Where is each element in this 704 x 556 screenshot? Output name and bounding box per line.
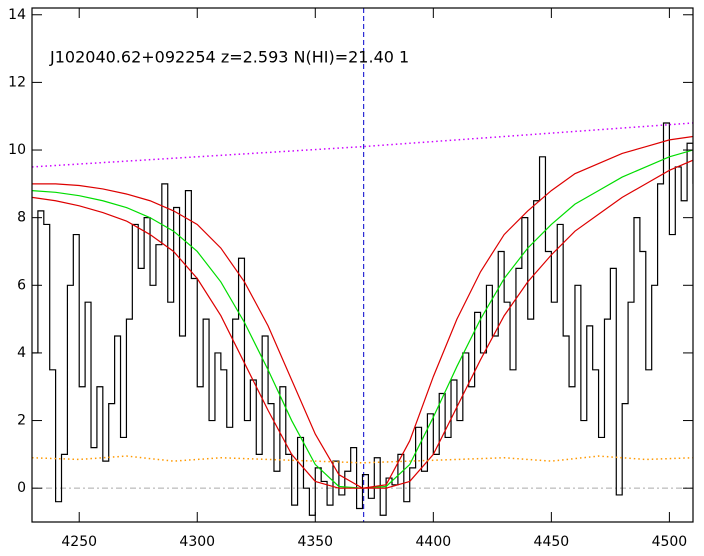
y-tick-label: 8 xyxy=(17,210,26,226)
spectrum xyxy=(32,122,693,516)
curve xyxy=(32,455,693,464)
y-tick-label: 0 xyxy=(17,480,26,496)
curve xyxy=(32,122,693,168)
x-tick-label: 4450 xyxy=(534,534,570,550)
x-tick-label: 4500 xyxy=(652,534,688,550)
plot-frame xyxy=(31,7,694,523)
y-tick-label: 10 xyxy=(8,142,26,158)
y-tick-label: 6 xyxy=(17,277,26,293)
x-tick-label: 4350 xyxy=(297,534,333,550)
x-tick-label: 4300 xyxy=(179,534,215,550)
curve xyxy=(32,135,693,489)
x-tick-label: 4250 xyxy=(61,534,97,550)
curve xyxy=(32,159,693,489)
y-tick-label: 14 xyxy=(8,7,26,23)
y-tick-label: 2 xyxy=(17,413,26,429)
y-tick-label: 12 xyxy=(8,74,26,90)
annotation: J102040.62+092254 z=2.593 N(HI)=21.40 1 xyxy=(49,48,409,67)
y-tick-label: 4 xyxy=(17,345,26,361)
x-tick-label: 4400 xyxy=(416,534,452,550)
